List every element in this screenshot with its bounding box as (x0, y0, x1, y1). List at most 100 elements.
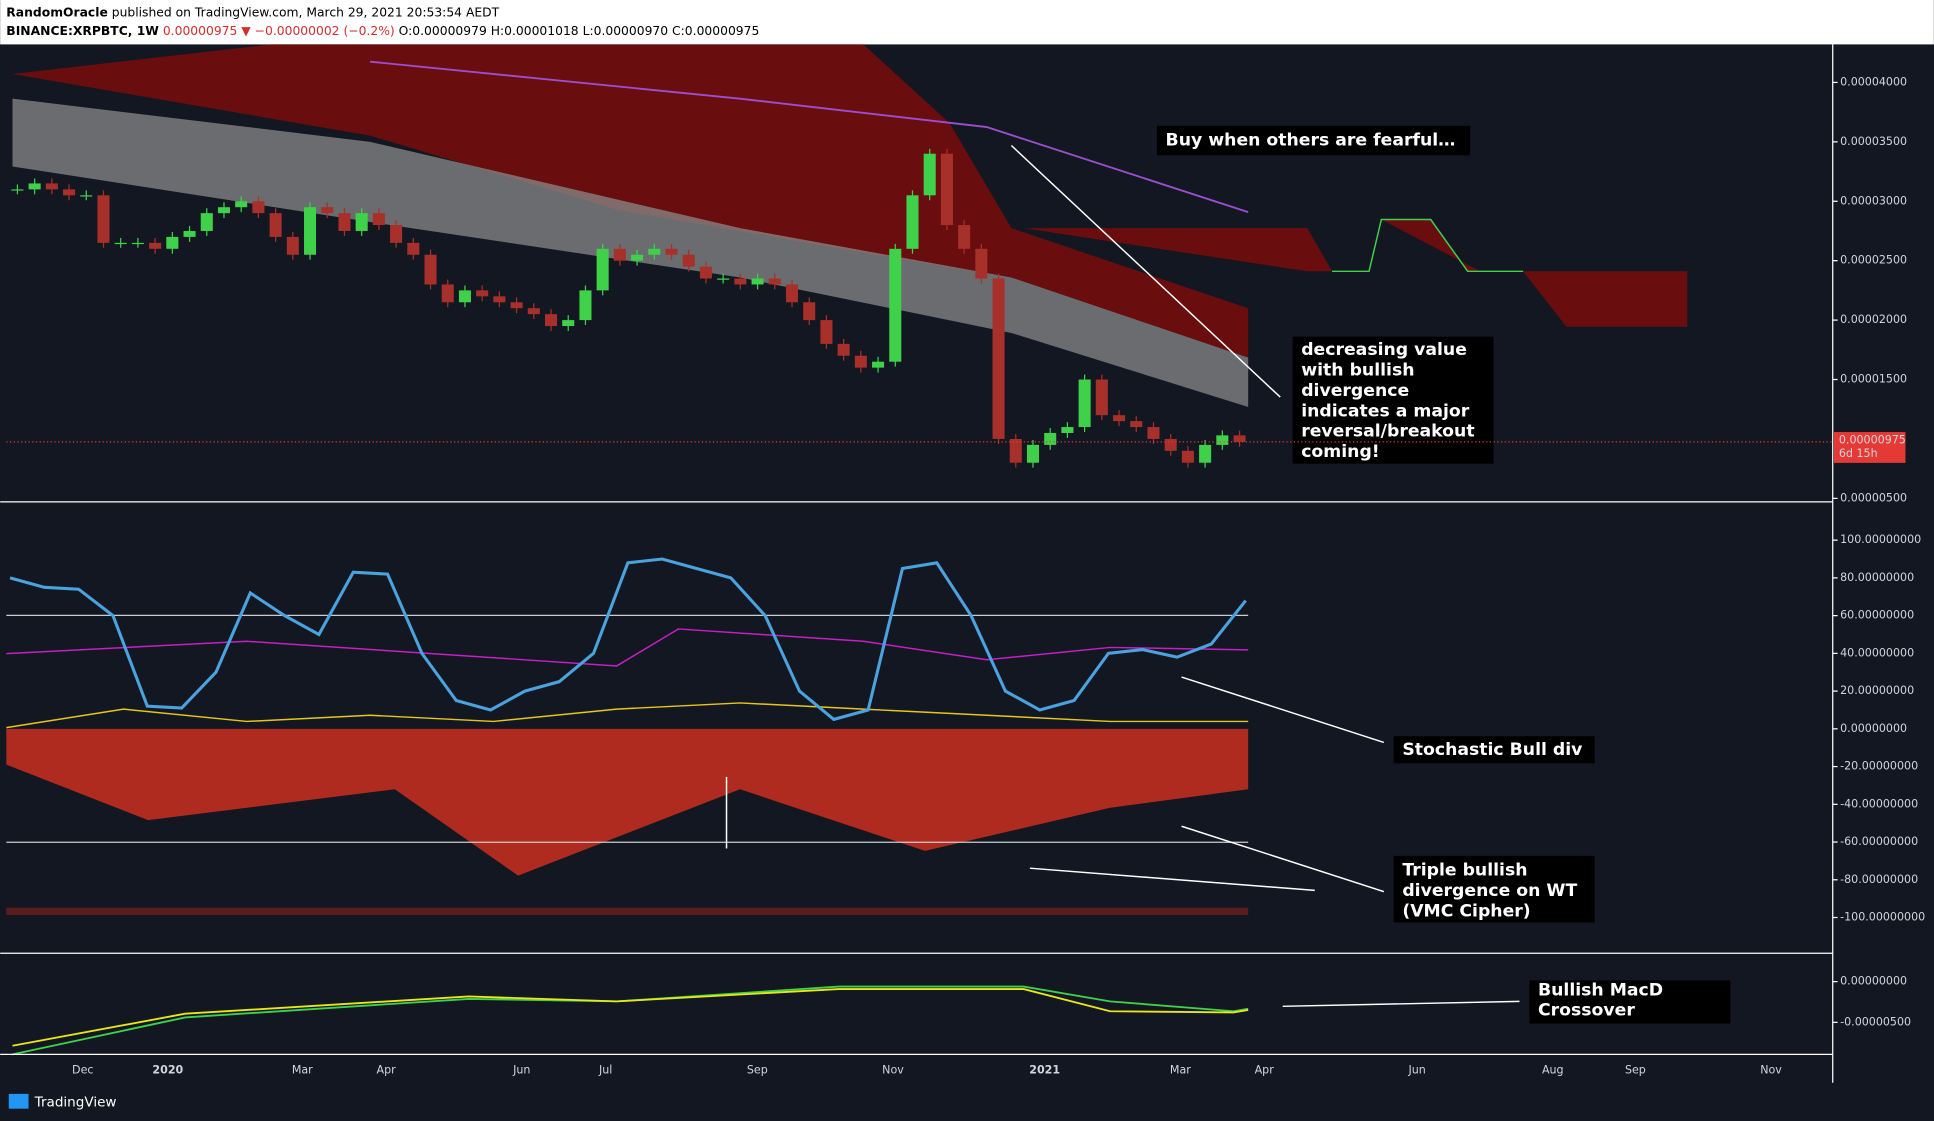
candle (820, 320, 833, 344)
symbol-line: BINANCE:XRPBTC, 1W 0.00000975 ▼ −0.00000… (6, 23, 759, 37)
logo (8, 1093, 29, 1109)
candle (751, 278, 764, 285)
wt-line (9, 557, 1247, 722)
footer: TradingView (34, 1095, 117, 1111)
candle (1095, 379, 1108, 416)
candle (648, 248, 661, 255)
candle (355, 213, 368, 231)
y-tick-label: 0.00002500 (1840, 254, 1907, 267)
change: −0.00000002 (−0.2%) (255, 23, 395, 37)
indicator-decor (6, 44, 1688, 1056)
header-line: RandomOracle published on TradingView.co… (6, 5, 499, 19)
candle (717, 278, 730, 280)
symbol: BINANCE:XRPBTC, 1W (6, 23, 159, 37)
y-tick-label: 20.00000000 (1840, 684, 1914, 697)
y-tick-label: -0.00000500 (1840, 1015, 1911, 1028)
x-tick-label: Jun (1407, 1063, 1425, 1076)
candle (906, 195, 919, 249)
candle (734, 278, 747, 285)
candle (923, 153, 936, 196)
candle (441, 284, 454, 303)
y-tick-label: 100.00000000 (1840, 533, 1921, 546)
annotation-line: Crossover (1538, 1001, 1635, 1021)
annotation-line: coming! (1301, 442, 1379, 462)
candle (80, 195, 93, 197)
candle (338, 213, 351, 231)
candle (1061, 427, 1074, 433)
publisher: RandomOracle (6, 5, 108, 19)
x-tick-label: Jun (512, 1063, 530, 1076)
candle (1181, 450, 1194, 463)
candle (476, 290, 489, 297)
candle (510, 302, 523, 309)
candle (1164, 438, 1177, 451)
annotation-line: (VMC Cipher) (1402, 901, 1530, 921)
x-tick-label: 2020 (152, 1063, 183, 1076)
candle (45, 183, 58, 190)
candle (579, 290, 592, 321)
candle (1044, 432, 1057, 445)
y-tick-label: -100.00000000 (1840, 911, 1925, 924)
candle (854, 355, 867, 368)
y-tick-label: 0.00004000 (1840, 75, 1907, 88)
annotation: Stochastic Bull div (1402, 740, 1582, 760)
annotation-line: decreasing value (1301, 340, 1467, 360)
countdown: 6d 15h (1839, 447, 1878, 460)
published: published on TradingView.com, March 29, … (112, 5, 500, 19)
candle (631, 254, 644, 261)
price-tag (1833, 432, 1906, 463)
candle (682, 254, 695, 267)
candle (1216, 435, 1229, 445)
x-tick-label: Mar (292, 1063, 313, 1076)
y-tick-label: 0.00003000 (1840, 194, 1907, 207)
y-tick-label: 0.00000000 (1840, 722, 1907, 735)
candle (269, 213, 282, 237)
candle (1113, 415, 1126, 422)
x-tick-label: Mar (1170, 1063, 1191, 1076)
low: L:0.00000970 (583, 23, 669, 37)
candle (183, 230, 196, 237)
annotation-line: divergence (1301, 381, 1409, 401)
x-tick-label: Sep (747, 1063, 768, 1076)
candle (1009, 438, 1022, 463)
x-tick-label: Jul (598, 1063, 612, 1076)
candle (889, 248, 902, 362)
candle (114, 242, 127, 245)
y-tick-label: 80.00000000 (1840, 571, 1914, 584)
x-tick-label: Sep (1625, 1063, 1646, 1076)
candle (837, 343, 850, 356)
candle (131, 242, 144, 245)
candle (424, 254, 437, 285)
y-tick-label: 0.00000000 (1840, 975, 1907, 988)
x-tick-label: Dec (72, 1063, 93, 1076)
candle (958, 225, 971, 249)
candle (1078, 379, 1091, 428)
y-tick-label: 0.00000500 (1840, 491, 1907, 504)
y-tick-label: -40.00000000 (1840, 797, 1918, 810)
annotation-line: with bullish (1301, 361, 1414, 381)
candle (596, 248, 609, 291)
candle (975, 248, 988, 279)
candle (304, 207, 317, 255)
candle (321, 207, 334, 214)
x-tick-label: Apr (377, 1063, 397, 1076)
candle (97, 195, 110, 243)
candle (166, 236, 179, 249)
annotation-line: reversal/breakout (1301, 422, 1474, 442)
y-tick-label: 60.00000000 (1840, 609, 1914, 622)
y-tick-label: -60.00000000 (1840, 835, 1918, 848)
candle (1130, 421, 1143, 428)
x-tick-label: 2021 (1029, 1063, 1060, 1076)
candle (372, 213, 385, 226)
candle (28, 183, 41, 190)
x-tick-label: Nov (1760, 1063, 1782, 1076)
annotation-line: divergence on WT (1402, 881, 1577, 901)
candle (493, 296, 506, 303)
y-tick-label: 0.00002000 (1840, 313, 1907, 326)
candle (1199, 444, 1212, 463)
x-tick-label: Aug (1542, 1063, 1564, 1076)
candle (544, 314, 558, 327)
x-tick-label: Nov (882, 1063, 904, 1076)
candle (200, 213, 213, 231)
